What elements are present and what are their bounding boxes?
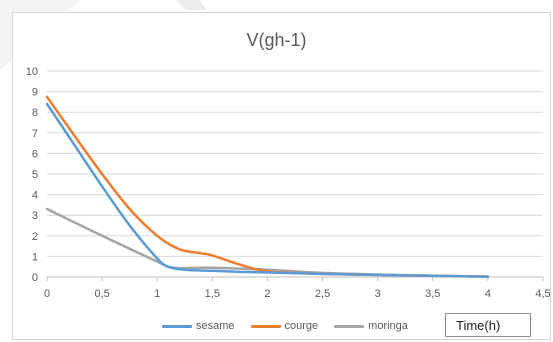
series-line-sesame xyxy=(45,102,490,278)
x-tick-label-7: 3,5 xyxy=(425,288,440,300)
y-axis-ticks: 0 1 2 3 4 5 6 7 8 9 10 xyxy=(26,66,38,284)
y-tick-label-8: 8 xyxy=(32,107,38,119)
x-tick-label-3: 1,5 xyxy=(205,288,220,300)
x-tick-label-8: 4 xyxy=(485,288,491,300)
legend-label-courge: courge xyxy=(284,320,319,332)
y-tick-label-2: 2 xyxy=(32,231,38,243)
gridlines xyxy=(47,70,543,257)
x-tick-label-6: 3 xyxy=(375,288,381,300)
legend-swatch-sesame xyxy=(162,324,192,328)
y-tick-label-4: 4 xyxy=(32,190,38,202)
y-tick-label-7: 7 xyxy=(32,128,38,140)
legend-label-moringa: moringa xyxy=(368,320,408,332)
axes xyxy=(46,276,544,281)
legend-swatch-courge xyxy=(250,324,281,328)
series-line-courge xyxy=(45,95,490,278)
y-tick-label-1: 1 xyxy=(32,251,38,263)
legend-swatch-moringa xyxy=(334,324,365,328)
x-tick-label-4: 2 xyxy=(264,288,270,300)
legend-item-sesame: sesame xyxy=(162,320,235,332)
x-tick-label-9: 4,5 xyxy=(535,288,550,300)
x-tick-label-5: 2,5 xyxy=(315,288,330,300)
y-tick-label-5: 5 xyxy=(32,169,38,181)
y-tick-label-9: 9 xyxy=(32,87,38,99)
y-tick-label-0: 0 xyxy=(32,272,38,284)
y-tick-label-10: 10 xyxy=(26,66,38,78)
x-tick-label-2: 1 xyxy=(154,288,160,300)
series-lines xyxy=(45,95,490,278)
chart-area xyxy=(12,12,551,340)
x-tick-label-0: 0 xyxy=(44,288,50,300)
legend-item-courge: courge xyxy=(250,320,319,332)
x-axis-label: Time(h) xyxy=(445,313,531,337)
legend-label-sesame: sesame xyxy=(196,320,235,332)
y-tick-label-3: 3 xyxy=(32,210,38,222)
legend-item-moringa: moringa xyxy=(334,320,408,332)
x-tick-label-1: 0,5 xyxy=(94,288,109,300)
series-line-moringa xyxy=(45,207,490,278)
y-tick-label-6: 6 xyxy=(32,148,38,160)
chart-title: V(gh-1) xyxy=(246,30,307,50)
legend: sesame courge moringa xyxy=(162,317,424,335)
x-axis-ticks: 0 0,5 1 1,5 2 2,5 3 3,5 4 4,5 xyxy=(44,288,551,300)
